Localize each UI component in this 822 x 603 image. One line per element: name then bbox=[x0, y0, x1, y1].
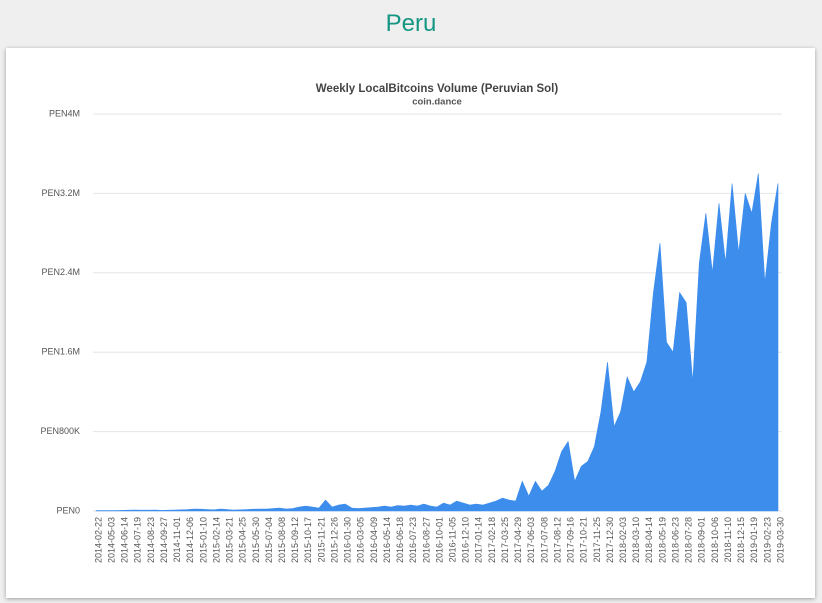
x-tick-label: 2017-10-21 bbox=[579, 517, 589, 563]
x-tick-label: 2015-08-08 bbox=[277, 517, 287, 563]
x-tick-label: 2014-12-06 bbox=[185, 517, 195, 563]
x-tick-label: 2016-05-14 bbox=[382, 517, 392, 563]
x-tick-label: 2016-04-09 bbox=[369, 517, 379, 563]
x-tick-label: 2016-03-05 bbox=[356, 517, 366, 563]
x-tick-label: 2018-10-06 bbox=[710, 517, 720, 563]
x-tick-label: 2018-04-14 bbox=[644, 517, 654, 563]
x-tick-label: 2017-02-18 bbox=[487, 517, 497, 563]
x-tick-label: 2016-10-01 bbox=[434, 517, 444, 563]
x-tick-label: 2018-12-15 bbox=[736, 517, 746, 563]
x-tick-label: 2015-04-25 bbox=[238, 517, 248, 563]
x-tick-label: 2018-11-10 bbox=[723, 517, 733, 562]
x-tick-label: 2014-08-23 bbox=[146, 517, 156, 563]
y-tick-label: PEN4M bbox=[49, 108, 80, 118]
x-tick-label: 2017-07-08 bbox=[539, 517, 549, 563]
x-tick-label: 2016-07-23 bbox=[408, 517, 418, 563]
x-tick-label: 2015-07-04 bbox=[264, 517, 274, 563]
x-tick-label: 2014-02-22 bbox=[93, 517, 103, 563]
x-tick-label: 2017-12-30 bbox=[605, 517, 615, 563]
y-tick-label: PEN0 bbox=[56, 505, 80, 515]
x-tick-label: 2015-10-17 bbox=[303, 517, 313, 563]
page-heading: Peru bbox=[385, 10, 437, 37]
x-tick-label: 2015-12-26 bbox=[329, 517, 339, 563]
x-tick-label: 2016-01-30 bbox=[343, 517, 353, 563]
x-tick-label: 2015-02-14 bbox=[211, 517, 221, 563]
x-tick-label: 2017-09-16 bbox=[566, 517, 576, 563]
x-tick-label: 2018-07-28 bbox=[684, 517, 694, 563]
chart-title: Weekly LocalBitcoins Volume (Peruvian So… bbox=[316, 83, 559, 95]
x-tick-label: 2015-11-21 bbox=[316, 517, 326, 562]
x-tick-label: 2017-03-25 bbox=[500, 517, 510, 563]
x-tick-label: 2018-02-03 bbox=[618, 517, 628, 563]
x-tick-label: 2019-01-19 bbox=[749, 517, 759, 563]
chart-subtitle: coin.dance bbox=[412, 97, 462, 108]
area bbox=[95, 173, 779, 512]
x-tick-label: 2015-09-12 bbox=[290, 517, 300, 563]
x-tick-label: 2015-05-30 bbox=[251, 517, 261, 563]
x-tick-label: 2016-06-18 bbox=[395, 517, 405, 563]
x-tick-label: 2019-02-23 bbox=[762, 517, 772, 563]
x-tick-label: 2016-11-05 bbox=[447, 517, 457, 562]
x-tick-label: 2017-04-29 bbox=[513, 517, 523, 563]
x-tick-label: 2014-05-03 bbox=[106, 517, 116, 563]
x-tick-label: 2015-01-10 bbox=[198, 517, 208, 563]
x-tick-label: 2016-08-27 bbox=[421, 517, 431, 563]
x-tick-label: 2017-11-25 bbox=[592, 517, 602, 562]
y-tick-label: PEN800K bbox=[40, 426, 80, 436]
x-tick-label: 2019-03-30 bbox=[775, 517, 785, 563]
x-tick-label: 2018-06-23 bbox=[670, 517, 680, 563]
x-tick-label: 2014-06-14 bbox=[120, 517, 130, 563]
x-tick-label: 2014-07-19 bbox=[133, 517, 143, 563]
x-tick-label: 2017-08-12 bbox=[552, 517, 562, 563]
x-tick-label: 2018-03-10 bbox=[631, 517, 641, 563]
x-tick-label: 2017-01-14 bbox=[474, 517, 484, 563]
x-tick-label: 2018-05-19 bbox=[657, 517, 667, 563]
y-tick-label: PEN1.6M bbox=[41, 347, 80, 357]
y-tick-label: PEN3.2M bbox=[41, 188, 80, 198]
x-tick-label: 2018-09-01 bbox=[697, 517, 707, 563]
x-tick-label: 2014-11-01 bbox=[172, 517, 182, 562]
x-tick-label: 2015-03-21 bbox=[225, 517, 235, 563]
y-tick-label: PEN2.4M bbox=[41, 267, 80, 277]
x-tick-label: 2014-09-27 bbox=[159, 517, 169, 563]
x-tick-label: 2017-06-03 bbox=[526, 517, 536, 563]
x-tick-label: 2016-12-10 bbox=[461, 517, 471, 563]
